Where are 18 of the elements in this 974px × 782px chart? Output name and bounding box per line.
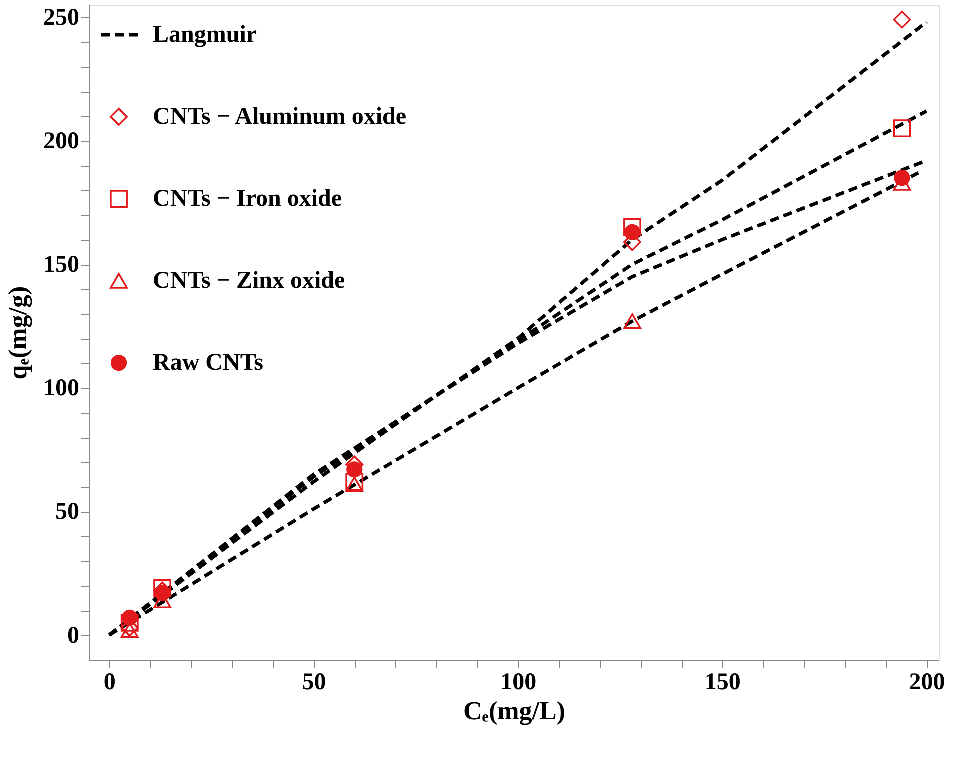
y-tick-label: 150	[44, 252, 80, 278]
x-tick-label: 200	[909, 670, 946, 696]
y-axis-title: qₑ(mg/g)	[4, 286, 32, 380]
y-tick-label: 250	[44, 4, 80, 31]
legend-label: CNTs − Aluminum oxide	[153, 104, 407, 130]
legend-label: CNTs − Zinx oxide	[153, 268, 346, 294]
x-tick-label: 150	[704, 670, 741, 696]
y-tick-label: 50	[56, 499, 80, 526]
x-tick-label: 50	[302, 670, 326, 696]
y-tick-label: 0	[68, 622, 80, 649]
x-tick-label: 0	[104, 670, 116, 696]
x-axis-title: Cₑ(mg/L)	[463, 696, 566, 726]
x-tick-label: 100	[500, 670, 537, 696]
y-tick-label: 100	[44, 376, 80, 402]
legend-label: CNTs − Iron oxide	[153, 186, 342, 212]
y-tick-label: 200	[44, 128, 80, 154]
legend-label: Langmuir	[153, 22, 258, 48]
legend-label: Raw CNTs	[153, 350, 264, 376]
